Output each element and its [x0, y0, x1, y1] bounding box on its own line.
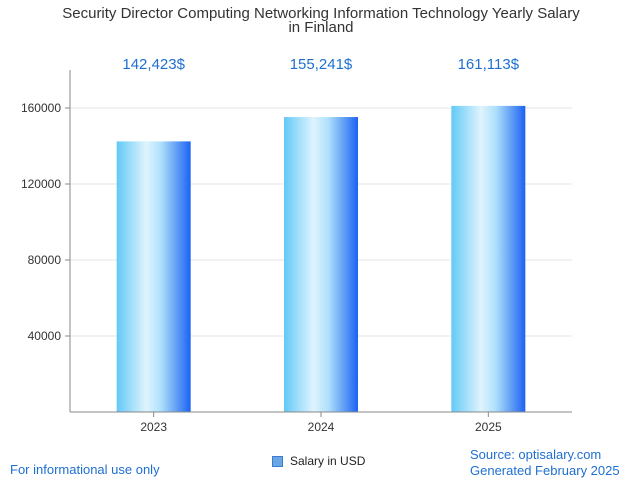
- y-tick-label: 80000: [28, 253, 62, 267]
- data-label: 161,113$: [458, 56, 520, 73]
- chart-title-line-1: Security Director Computing Networking I…: [62, 5, 580, 22]
- source-text: Source: optisalary.com: [470, 447, 602, 462]
- legend: Salary in USD: [272, 454, 365, 468]
- bar-2025: [451, 105, 526, 412]
- y-tick-label: 160000: [21, 101, 61, 115]
- bar-2023: [116, 141, 191, 412]
- data-label: 142,423$: [122, 56, 185, 73]
- x-tick-label: 2025: [475, 420, 502, 434]
- source-info: Source: optisalary.com Generated Februar…: [470, 447, 620, 479]
- disclaimer-text: For informational use only: [10, 462, 160, 477]
- generated-text: Generated February 2025: [470, 463, 620, 478]
- x-tick-label: 2024: [308, 420, 335, 434]
- legend-swatch: [272, 455, 283, 467]
- y-tick-label: 40000: [28, 329, 62, 343]
- data-label: 155,241$: [290, 56, 353, 73]
- chart-title-line-2: in Finland: [288, 19, 353, 36]
- x-tick-label: 2023: [140, 420, 167, 434]
- y-tick-label: 120000: [21, 177, 61, 191]
- x-axis-ticks: 2023 2024 2025: [140, 412, 502, 434]
- y-axis-ticks: 40000 80000 120000 160000: [21, 101, 70, 343]
- bars: [116, 105, 526, 412]
- legend-label: Salary in USD: [290, 454, 366, 468]
- bar-2024: [284, 117, 358, 412]
- data-labels: 142,423$ 155,241$ 161,113$: [122, 56, 519, 73]
